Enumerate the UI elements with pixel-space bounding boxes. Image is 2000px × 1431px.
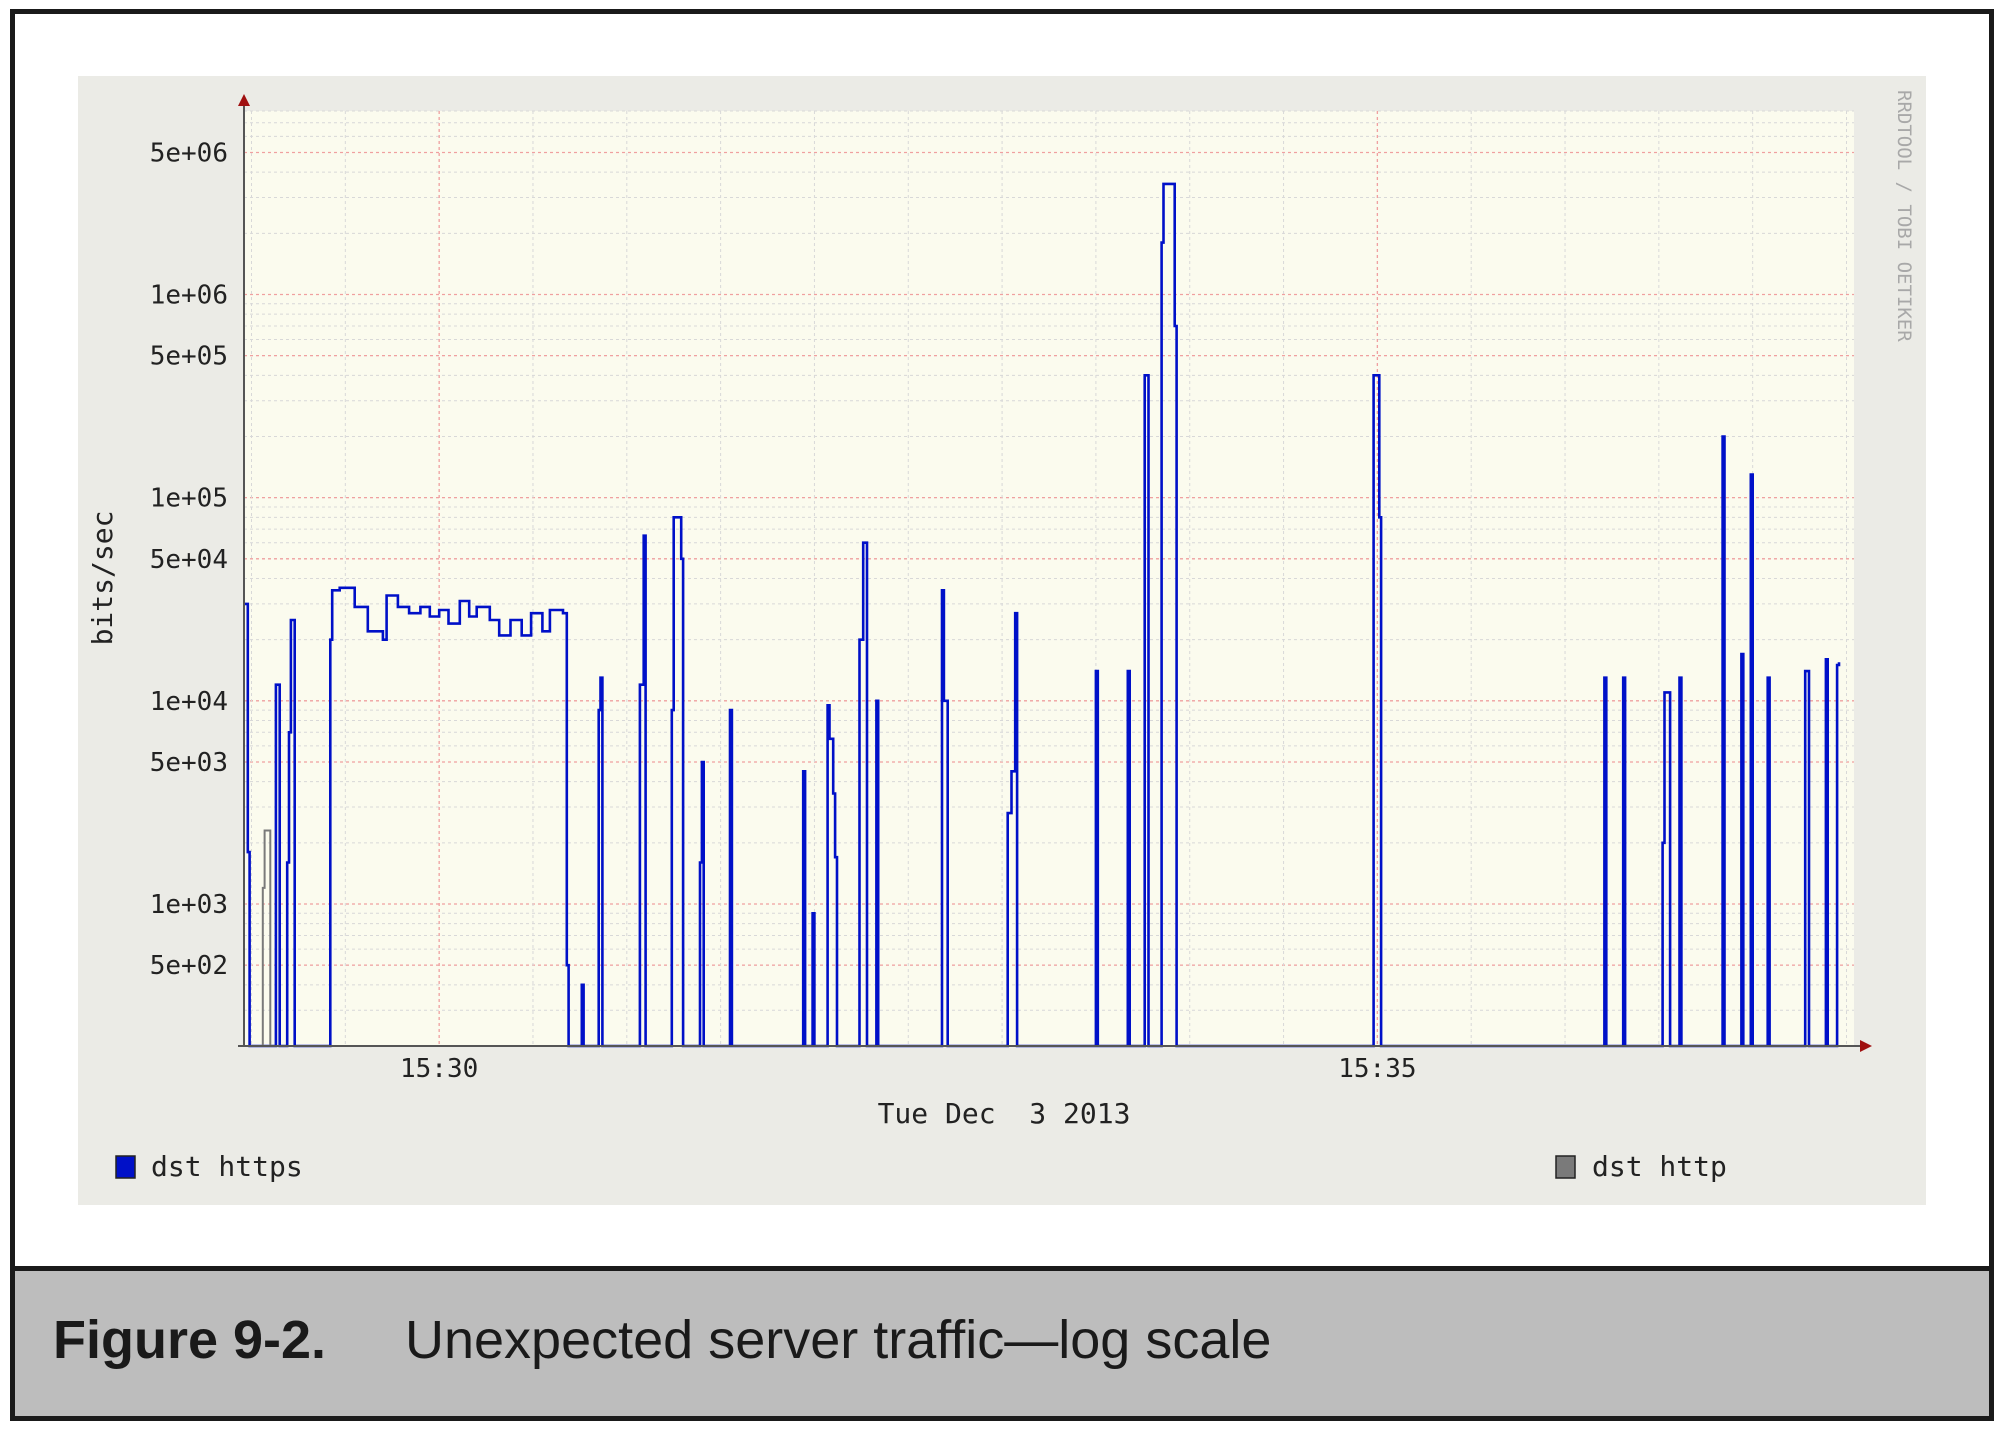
legend-label-http: dst http <box>1592 1150 1727 1183</box>
y-axis-arrow <box>238 94 250 106</box>
caption-bar: Figure 9-2. Unexpected server traffic—lo… <box>10 1266 1994 1421</box>
watermark: RRDTOOL / TOBI OETIKER <box>1893 90 1915 342</box>
x-tick-label: 15:30 <box>400 1054 478 1084</box>
y-axis-label: bits/sec <box>86 511 119 646</box>
legend-swatch-http <box>1555 1155 1576 1179</box>
legend-label-https: dst https <box>151 1150 303 1183</box>
legend-https: dst https <box>115 1150 303 1183</box>
figure-label: Figure 9-2. <box>53 1310 327 1370</box>
legend-swatch-https <box>115 1155 136 1179</box>
x-tick-labels: 15:30 15:35 <box>400 1054 1417 1084</box>
x-tick-label: 15:35 <box>1338 1054 1416 1084</box>
legend-http: dst http <box>1555 1150 1727 1183</box>
series-lines <box>244 182 1841 1048</box>
y-tick-label: 5e+06 <box>150 138 228 168</box>
x-axis-label: Tue Dec 3 2013 <box>878 1097 1131 1130</box>
y-tick-label: 1e+06 <box>150 280 228 310</box>
y-tick-label: 1e+03 <box>150 890 228 920</box>
y-tick-label: 5e+02 <box>150 951 228 981</box>
y-tick-label: 1e+04 <box>150 687 228 717</box>
grid <box>244 110 1854 1047</box>
series-line-dst-https <box>244 182 1841 1048</box>
y-tick-labels: 5e+06 1e+06 5e+05 1e+05 5e+04 1e+04 5e+03 1e+03… <box>150 138 228 981</box>
x-axis-arrow <box>1860 1040 1872 1052</box>
y-tick-label: 5e+03 <box>150 748 228 778</box>
y-tick-label: 5e+04 <box>150 545 228 575</box>
figure-caption: Unexpected server traffic—log scale <box>405 1310 1272 1370</box>
y-tick-label: 5e+05 <box>150 342 228 372</box>
series-line-dst-http <box>260 829 272 1047</box>
axes <box>238 94 1872 1052</box>
y-tick-label: 1e+05 <box>150 484 228 514</box>
